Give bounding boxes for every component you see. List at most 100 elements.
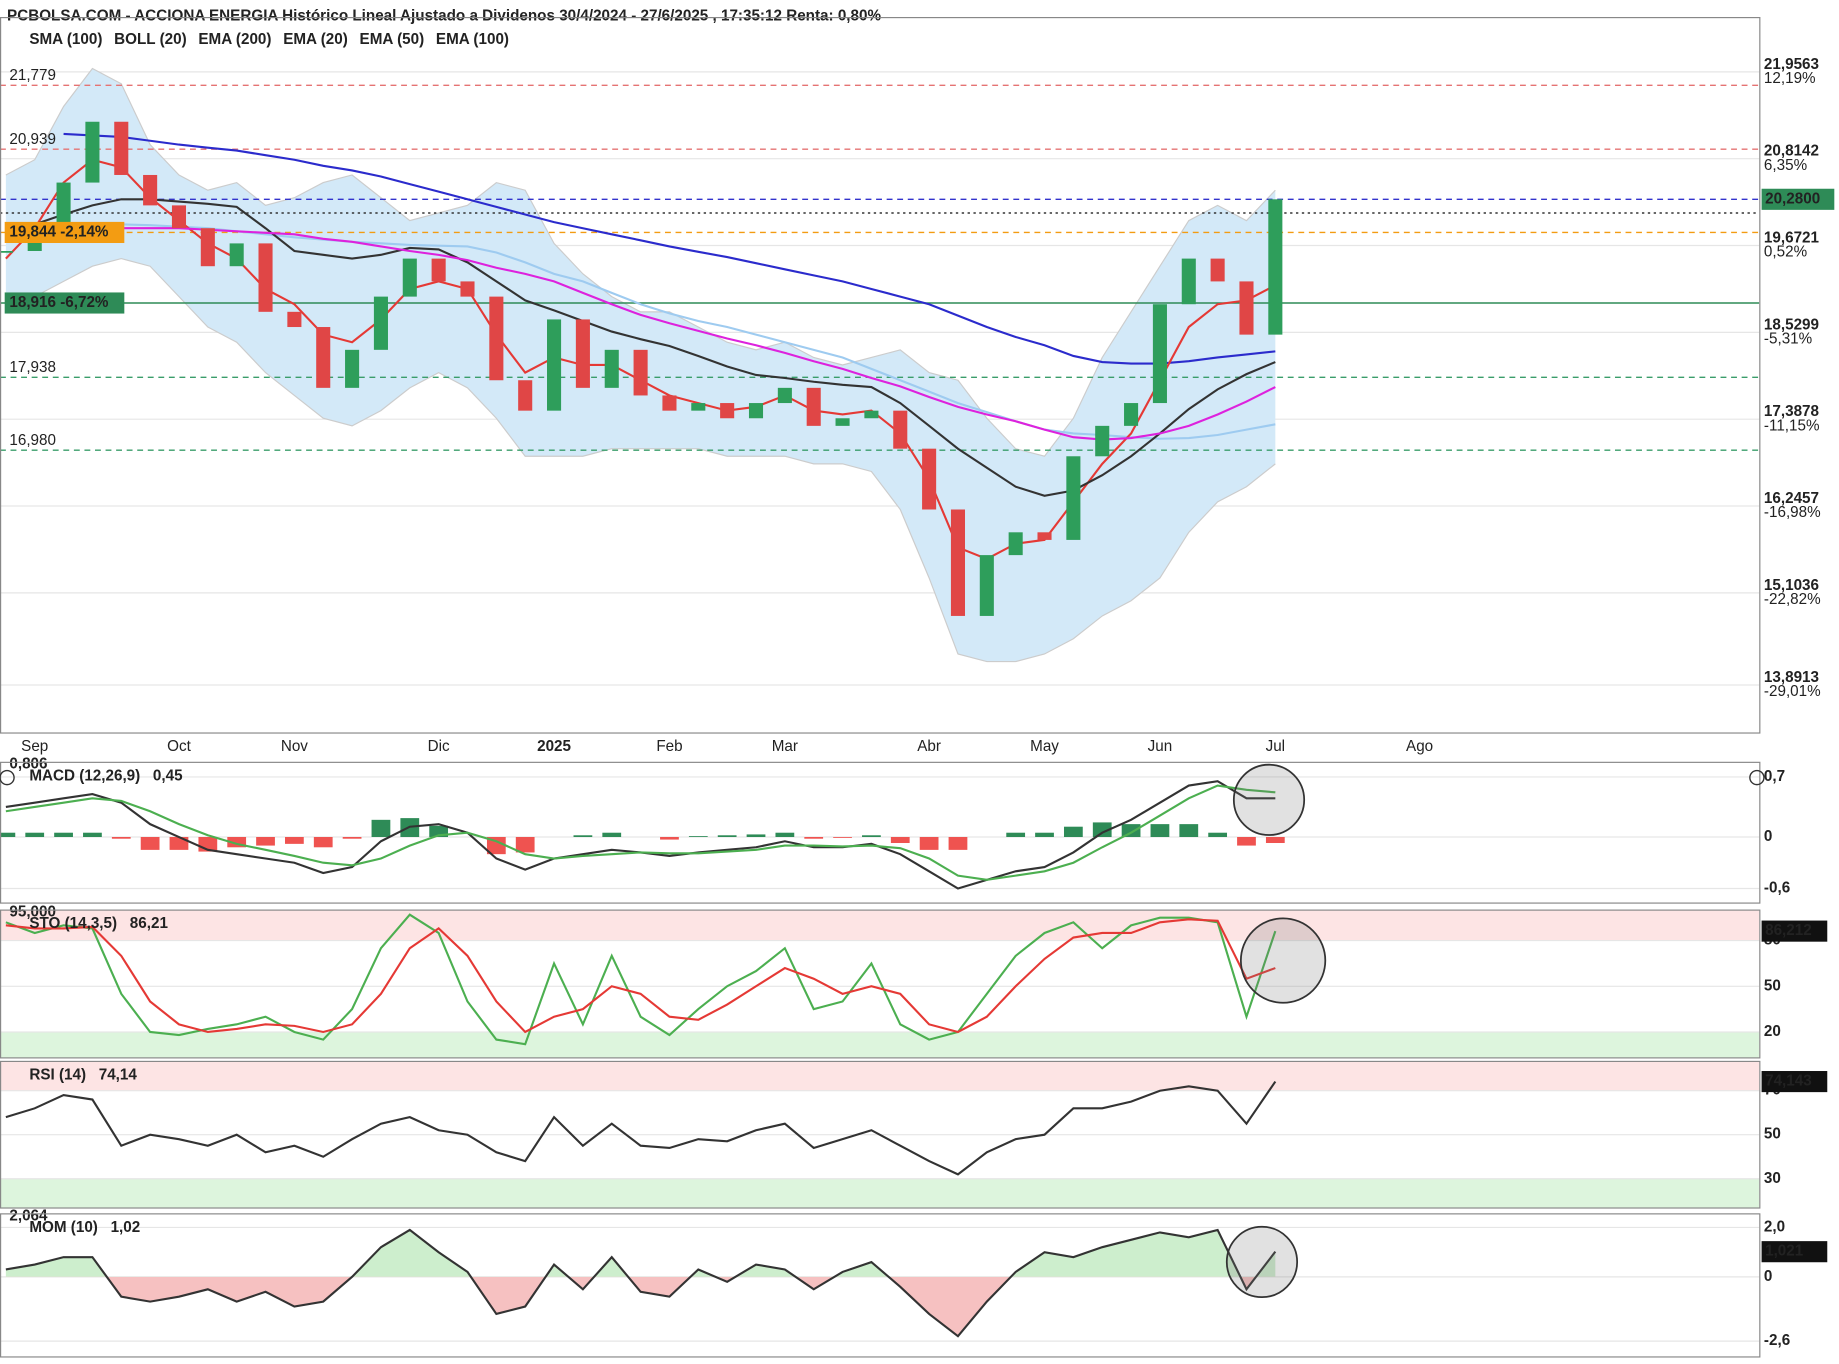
histogram-bar bbox=[429, 825, 449, 837]
candle bbox=[460, 281, 475, 297]
y-tick-percent: -22,82% bbox=[1764, 591, 1821, 608]
bollinger-upper bbox=[5, 67, 1276, 457]
indicator-line bbox=[5, 198, 1276, 497]
candle bbox=[1037, 532, 1052, 540]
indicator-line bbox=[5, 227, 1276, 441]
candle bbox=[1095, 425, 1110, 457]
histogram-bar bbox=[140, 836, 160, 850]
value-tag-label: 1,021 bbox=[1765, 1243, 1804, 1260]
candle bbox=[922, 448, 937, 510]
candle bbox=[345, 349, 360, 388]
histogram-bar bbox=[371, 819, 391, 837]
candle bbox=[1066, 456, 1081, 540]
y-tick-label: -0,6 bbox=[1764, 880, 1790, 897]
histogram-bar bbox=[890, 836, 910, 844]
price-tag-label: 20,2800 bbox=[1765, 190, 1820, 207]
y-tick-label: 19,6721 bbox=[1764, 230, 1820, 247]
candle bbox=[662, 395, 677, 411]
level-label: 21,779 bbox=[9, 67, 56, 84]
panel-frame bbox=[0, 1060, 1761, 1209]
max-label: 0,806 bbox=[9, 756, 47, 773]
histogram-bar bbox=[1179, 824, 1199, 837]
candle bbox=[835, 418, 850, 426]
candle bbox=[1181, 258, 1196, 305]
legend-entry: EMA (50) bbox=[360, 31, 425, 48]
panel-frame bbox=[0, 909, 1761, 1059]
level-tag-label: 19,844 -2,14% bbox=[9, 223, 109, 240]
y-tick-label: 17,3878 bbox=[1764, 403, 1819, 420]
histogram-bar bbox=[1237, 836, 1256, 846]
indicator-line bbox=[5, 913, 1277, 1046]
overbought-band bbox=[0, 910, 1760, 941]
plot-area bbox=[0, 1226, 1760, 1342]
indicator-line bbox=[5, 1080, 1277, 1176]
histogram-bar bbox=[111, 836, 131, 839]
y-tick-label: -2,6 bbox=[1764, 1332, 1790, 1349]
highlight-circle bbox=[1225, 1225, 1299, 1299]
y-tick-percent: -16,98% bbox=[1764, 504, 1821, 521]
panel-marker bbox=[1749, 769, 1765, 786]
candle bbox=[229, 243, 244, 267]
histogram-bar bbox=[833, 836, 852, 838]
panel-title: RSI (14) 74,14 bbox=[29, 1067, 137, 1084]
panel-frame bbox=[0, 761, 1761, 904]
y-tick-label: 18,5299 bbox=[1764, 316, 1819, 333]
candle bbox=[893, 410, 908, 449]
histogram-bar bbox=[83, 832, 102, 837]
oversold-band bbox=[0, 1178, 1760, 1209]
candle bbox=[85, 121, 100, 183]
candle bbox=[200, 228, 215, 267]
y-tick-label: 50 bbox=[1764, 1126, 1781, 1143]
level-tag bbox=[4, 221, 125, 244]
candle bbox=[720, 403, 735, 419]
level-tag-label: 18,916 -6,72% bbox=[9, 294, 109, 311]
y-tick-percent: -5,31% bbox=[1764, 330, 1812, 347]
area-negative bbox=[106, 1276, 1256, 1337]
histogram-bar bbox=[486, 836, 506, 855]
area-positive bbox=[5, 1229, 1276, 1277]
histogram-bar bbox=[660, 836, 679, 840]
indicator-line bbox=[63, 132, 1276, 365]
value-tag bbox=[1761, 920, 1828, 942]
histogram-bar bbox=[1092, 822, 1112, 837]
y-tick-label: 20 bbox=[1764, 1023, 1781, 1040]
oversold-band bbox=[0, 1031, 1760, 1058]
plot-area bbox=[0, 910, 1760, 1058]
y-tick-label: 16,2457 bbox=[1764, 490, 1819, 507]
y-tick-percent: -29,01% bbox=[1764, 683, 1821, 700]
histogram-bar bbox=[717, 835, 737, 837]
candle bbox=[777, 387, 792, 404]
histogram-bar bbox=[862, 835, 881, 837]
candle bbox=[691, 403, 706, 411]
candle bbox=[489, 296, 504, 381]
histogram-bar bbox=[804, 836, 824, 839]
histogram-bar bbox=[1265, 836, 1285, 844]
value-tag-label: 74,143 bbox=[1765, 1073, 1812, 1090]
y-tick-label: 2,0 bbox=[1764, 1219, 1785, 1236]
indicator-line bbox=[5, 918, 1276, 1034]
y-tick-label: 13,8913 bbox=[1764, 669, 1819, 686]
histogram-bar bbox=[1208, 832, 1228, 837]
plot-area bbox=[0, 1061, 1760, 1209]
x-tick-label: Oct bbox=[167, 738, 191, 755]
histogram-bar bbox=[313, 836, 333, 848]
candle bbox=[171, 205, 187, 229]
y-tick-label: 15,1036 bbox=[1764, 577, 1819, 594]
y-tick-label: 30 bbox=[1764, 1170, 1781, 1187]
candle bbox=[258, 243, 273, 312]
histogram-bar bbox=[602, 832, 622, 837]
legend-entry: EMA (20) bbox=[283, 31, 348, 48]
level-tag bbox=[4, 292, 125, 314]
y-tick-label: 0,7 bbox=[1764, 768, 1785, 785]
highlight-circle bbox=[1232, 763, 1306, 836]
histogram-bar bbox=[919, 836, 939, 850]
histogram-bar bbox=[25, 832, 45, 837]
histogram-bar bbox=[1063, 826, 1083, 837]
legend-entry: EMA (200) bbox=[198, 31, 271, 48]
histogram-bar bbox=[0, 832, 16, 837]
legend-entry: EMA (100) bbox=[436, 31, 509, 48]
candle bbox=[1008, 532, 1023, 556]
histogram-bar bbox=[573, 835, 593, 837]
